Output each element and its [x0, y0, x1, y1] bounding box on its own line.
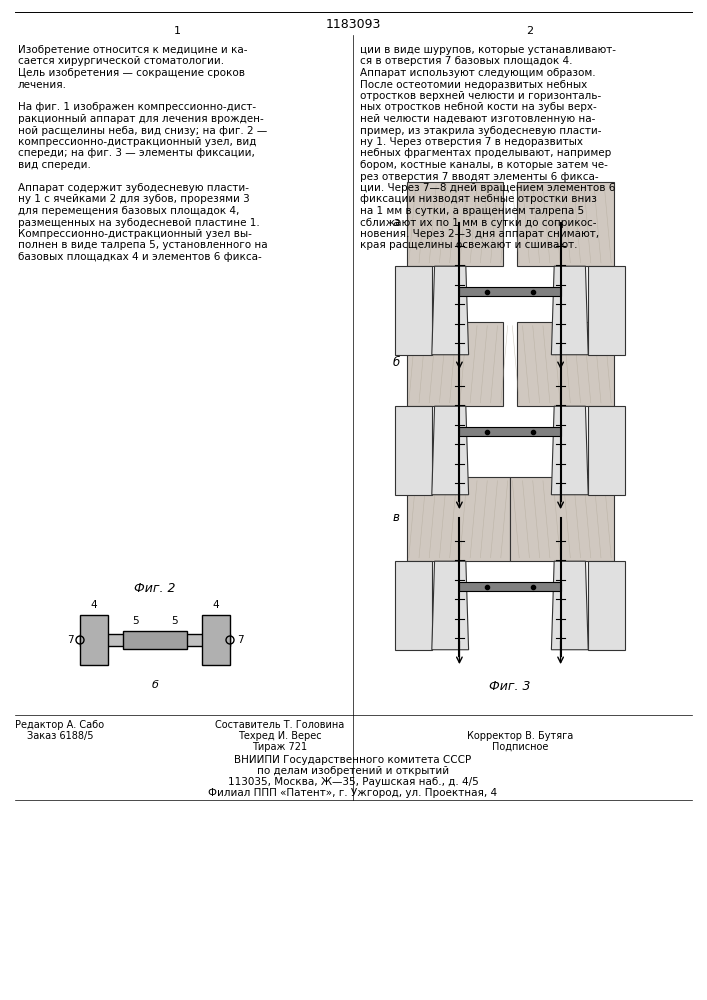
Text: 5: 5 — [132, 616, 139, 626]
Text: ней челюсти надевают изготовленную на-: ней челюсти надевают изготовленную на- — [360, 114, 595, 124]
Text: ВНИИПИ Государственного комитета СССР: ВНИИПИ Государственного комитета СССР — [235, 755, 472, 765]
Text: сближают их по 1 мм в сутки до соприкос-: сближают их по 1 мм в сутки до соприкос- — [360, 218, 597, 228]
Text: Редактор А. Сабо: Редактор А. Сабо — [16, 720, 105, 730]
Polygon shape — [432, 266, 469, 355]
Text: ных отростков небной кости на зубы верх-: ных отростков небной кости на зубы верх- — [360, 103, 597, 112]
Text: Аппарат содержит зубодесневую пласти-: Аппарат содержит зубодесневую пласти- — [18, 183, 249, 193]
Text: по делам изобретений и открытий: по делам изобретений и открытий — [257, 766, 449, 776]
Text: 4: 4 — [213, 600, 219, 610]
Polygon shape — [588, 406, 625, 495]
Text: После остеотомии недоразвитых небных: После остеотомии недоразвитых небных — [360, 80, 588, 90]
Polygon shape — [407, 182, 503, 266]
Text: б: б — [151, 680, 158, 690]
Text: базовых площадках 4 и элементов 6 фикса-: базовых площадках 4 и элементов 6 фикса- — [18, 252, 262, 262]
Text: полнен в виде талрепа 5, установленного на: полнен в виде талрепа 5, установленного … — [18, 240, 268, 250]
Text: ции в виде шурупов, которые устанавливают-: ции в виде шурупов, которые устанавливаю… — [360, 45, 616, 55]
Polygon shape — [517, 322, 614, 406]
Text: ну 1. Через отверстия 7 в недоразвитых: ну 1. Через отверстия 7 в недоразвитых — [360, 137, 583, 147]
Text: Корректор В. Бутяга: Корректор В. Бутяга — [467, 731, 573, 741]
Text: Компрессионно-дистракционный узел вы-: Компрессионно-дистракционный узел вы- — [18, 229, 252, 239]
Polygon shape — [123, 631, 187, 649]
Text: фиксации низводят небные отростки вниз: фиксации низводят небные отростки вниз — [360, 194, 597, 205]
Text: Филиал ППП «Патент», г. Ужгород, ул. Проектная, 4: Филиал ППП «Патент», г. Ужгород, ул. Про… — [209, 788, 498, 798]
Text: Фиг. 3: Фиг. 3 — [489, 680, 531, 693]
Text: ракционный аппарат для лечения врожден-: ракционный аппарат для лечения врожден- — [18, 114, 264, 124]
Polygon shape — [432, 406, 469, 495]
Text: Изобретение относится к медицине и ка-: Изобретение относится к медицине и ка- — [18, 45, 247, 55]
Text: б: б — [392, 356, 399, 369]
Polygon shape — [202, 615, 230, 665]
Polygon shape — [517, 182, 614, 266]
Text: ции. Через 7—8 дней вращением элементов 6: ции. Через 7—8 дней вращением элементов … — [360, 183, 615, 193]
Text: Тираж 721: Тираж 721 — [252, 742, 308, 752]
Polygon shape — [80, 634, 230, 646]
Text: 7: 7 — [237, 635, 243, 645]
Text: 2: 2 — [527, 26, 534, 36]
Polygon shape — [551, 561, 588, 650]
Text: пример, из этакрила зубодесневую пласти-: пример, из этакрила зубодесневую пласти- — [360, 125, 602, 135]
Text: спереди; на фиг. 3 — элементы фиксации,: спереди; на фиг. 3 — элементы фиксации, — [18, 148, 255, 158]
Polygon shape — [395, 561, 432, 650]
Text: 7: 7 — [66, 635, 74, 645]
Text: 113035, Москва, Ж—35, Раушская наб., д. 4/5: 113035, Москва, Ж—35, Раушская наб., д. … — [228, 777, 479, 787]
Text: сается хирургической стоматологии.: сается хирургической стоматологии. — [18, 56, 224, 66]
Polygon shape — [588, 266, 625, 355]
Text: лечения.: лечения. — [18, 80, 67, 90]
Polygon shape — [551, 266, 588, 355]
Polygon shape — [407, 477, 510, 561]
Polygon shape — [407, 322, 503, 406]
Text: Фиг. 2: Фиг. 2 — [134, 582, 176, 595]
Text: 4: 4 — [90, 600, 98, 610]
Text: Составитель Т. Головина: Составитель Т. Головина — [216, 720, 344, 730]
Polygon shape — [460, 582, 561, 591]
Text: бором, костные каналы, в которые затем че-: бором, костные каналы, в которые затем ч… — [360, 160, 608, 170]
Text: 1: 1 — [173, 26, 180, 36]
Text: Заказ 6188/5: Заказ 6188/5 — [27, 731, 93, 741]
Text: в: в — [392, 511, 399, 524]
Polygon shape — [80, 615, 108, 665]
Polygon shape — [432, 561, 469, 650]
Text: 1183093: 1183093 — [325, 18, 380, 31]
Polygon shape — [551, 406, 588, 495]
Text: вид спереди.: вид спереди. — [18, 160, 91, 170]
Text: ной расщелины неба, вид снизу; на фиг. 2 —: ной расщелины неба, вид снизу; на фиг. 2… — [18, 125, 267, 135]
Polygon shape — [588, 561, 625, 650]
Text: компрессионно-дистракционный узел, вид: компрессионно-дистракционный узел, вид — [18, 137, 257, 147]
Text: Подписное: Подписное — [492, 742, 548, 752]
Text: ну 1 с ячейками 2 для зубов, прорезями 3: ну 1 с ячейками 2 для зубов, прорезями 3 — [18, 194, 250, 205]
Text: 5: 5 — [171, 616, 177, 626]
Text: для перемещения базовых площадок 4,: для перемещения базовых площадок 4, — [18, 206, 240, 216]
Text: а: а — [392, 216, 399, 229]
Text: Аппарат используют следующим образом.: Аппарат используют следующим образом. — [360, 68, 595, 78]
Text: ся в отверстия 7 базовых площадок 4.: ся в отверстия 7 базовых площадок 4. — [360, 56, 573, 66]
Text: отростков верхней челюсти и горизонталь-: отростков верхней челюсти и горизонталь- — [360, 91, 601, 101]
Polygon shape — [510, 477, 614, 561]
Polygon shape — [395, 406, 432, 495]
Text: небных фрагментах проделывают, например: небных фрагментах проделывают, например — [360, 148, 612, 158]
Text: на 1 мм в сутки, а вращением талрепа 5: на 1 мм в сутки, а вращением талрепа 5 — [360, 206, 584, 216]
Text: рез отверстия 7 вводят элементы 6 фикса-: рез отверстия 7 вводят элементы 6 фикса- — [360, 172, 599, 182]
Polygon shape — [460, 427, 561, 436]
Text: Техред И. Верес: Техред И. Верес — [238, 731, 322, 741]
Polygon shape — [395, 266, 432, 355]
Text: новения. Через 2—3 дня аппарат снимают,: новения. Через 2—3 дня аппарат снимают, — [360, 229, 599, 239]
Text: края расщелины освежают и сшивают.: края расщелины освежают и сшивают. — [360, 240, 578, 250]
Text: На фиг. 1 изображен компрессионно-дист-: На фиг. 1 изображен компрессионно-дист- — [18, 103, 256, 112]
Polygon shape — [460, 287, 561, 296]
Text: размещенных на зубодесневой пластине 1.: размещенных на зубодесневой пластине 1. — [18, 218, 259, 228]
Text: Цель изобретения — сокращение сроков: Цель изобретения — сокращение сроков — [18, 68, 245, 78]
